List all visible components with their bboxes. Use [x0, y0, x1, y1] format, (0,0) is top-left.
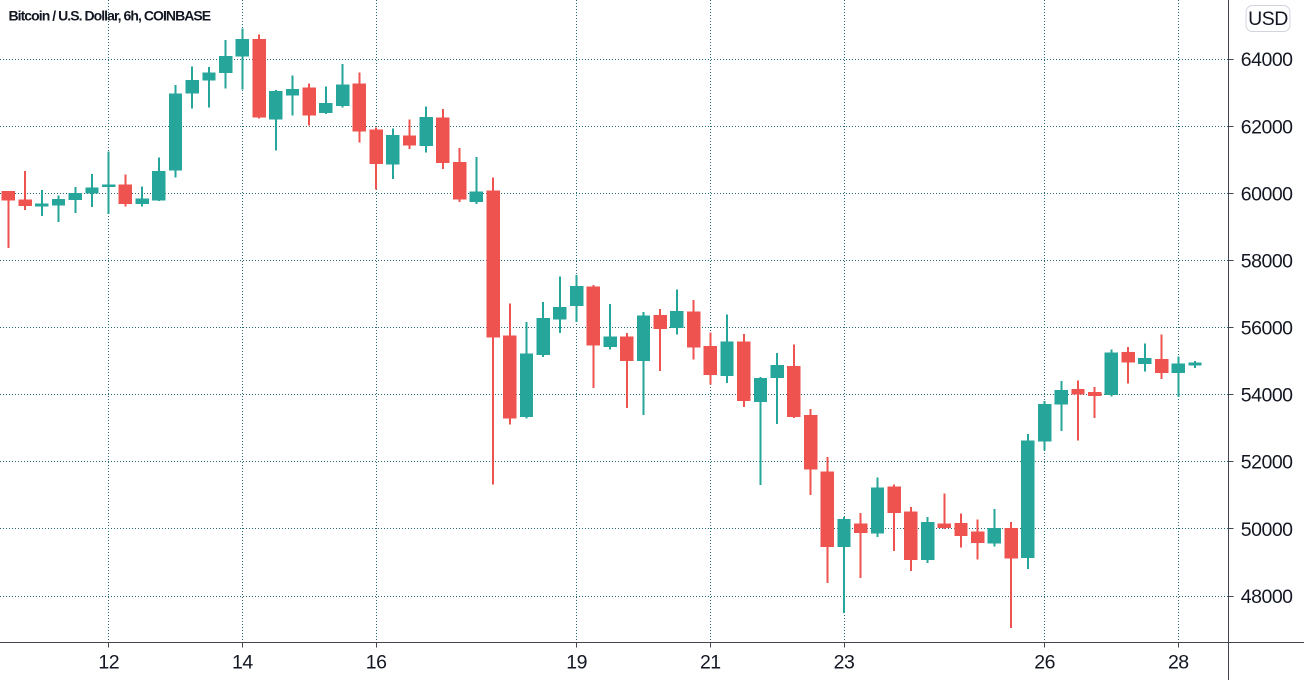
svg-text:16: 16	[366, 652, 387, 674]
svg-text:19: 19	[566, 652, 587, 674]
svg-text:50000: 50000	[1241, 519, 1293, 541]
svg-text:23: 23	[834, 652, 855, 674]
svg-text:64000: 64000	[1241, 49, 1293, 71]
svg-text:62000: 62000	[1241, 116, 1293, 138]
svg-text:USD: USD	[1248, 8, 1288, 30]
svg-text:14: 14	[232, 652, 253, 674]
svg-text:58000: 58000	[1241, 251, 1293, 273]
svg-text:28: 28	[1168, 652, 1189, 674]
svg-text:56000: 56000	[1241, 318, 1293, 340]
svg-text:21: 21	[700, 652, 721, 674]
svg-text:52000: 52000	[1241, 452, 1293, 474]
svg-text:26: 26	[1034, 652, 1055, 674]
svg-text:60000: 60000	[1241, 183, 1293, 205]
svg-text:48000: 48000	[1241, 586, 1293, 608]
svg-text:Bitcoin / U.S. Dollar, 6h, COI: Bitcoin / U.S. Dollar, 6h, COINBASE	[9, 8, 211, 24]
svg-text:12: 12	[98, 652, 119, 674]
svg-text:54000: 54000	[1241, 385, 1293, 407]
